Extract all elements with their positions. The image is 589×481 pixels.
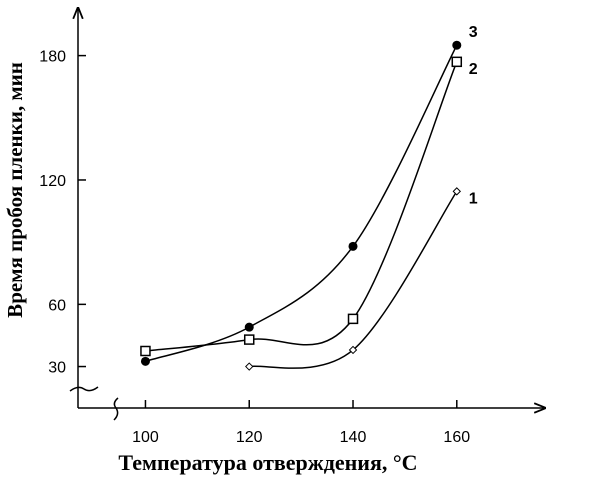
- point: [140, 356, 150, 366]
- series-line: [145, 61, 458, 352]
- point: [348, 241, 358, 251]
- point: [347, 313, 359, 325]
- point: [452, 40, 462, 50]
- y-tick-label: 60: [48, 297, 66, 314]
- point: [348, 345, 358, 355]
- y-tick-label: 180: [39, 49, 66, 66]
- point: [452, 187, 461, 196]
- x-axis-title: Температура отверждения, °C: [118, 450, 417, 475]
- series-line: [145, 44, 458, 363]
- x-tick-label: 160: [443, 429, 470, 446]
- x-tick-label: 120: [236, 429, 263, 446]
- y-axis-title: Время пробоя пленки, мин: [3, 62, 27, 318]
- y-tick-label: 120: [39, 173, 66, 190]
- axis-break: [113, 397, 119, 421]
- point: [244, 322, 254, 332]
- y-tick-label: 30: [48, 360, 66, 377]
- series-label: 2: [469, 61, 478, 78]
- point: [245, 362, 254, 371]
- point: [243, 334, 255, 345]
- point: [140, 345, 151, 357]
- x-tick-label: 100: [132, 429, 159, 446]
- series-label: 3: [469, 24, 478, 41]
- x-tick-label: 140: [340, 429, 367, 446]
- point: [451, 56, 463, 68]
- axis-break: [69, 386, 99, 392]
- series-label: 1: [469, 190, 478, 207]
- series-line: [249, 190, 458, 369]
